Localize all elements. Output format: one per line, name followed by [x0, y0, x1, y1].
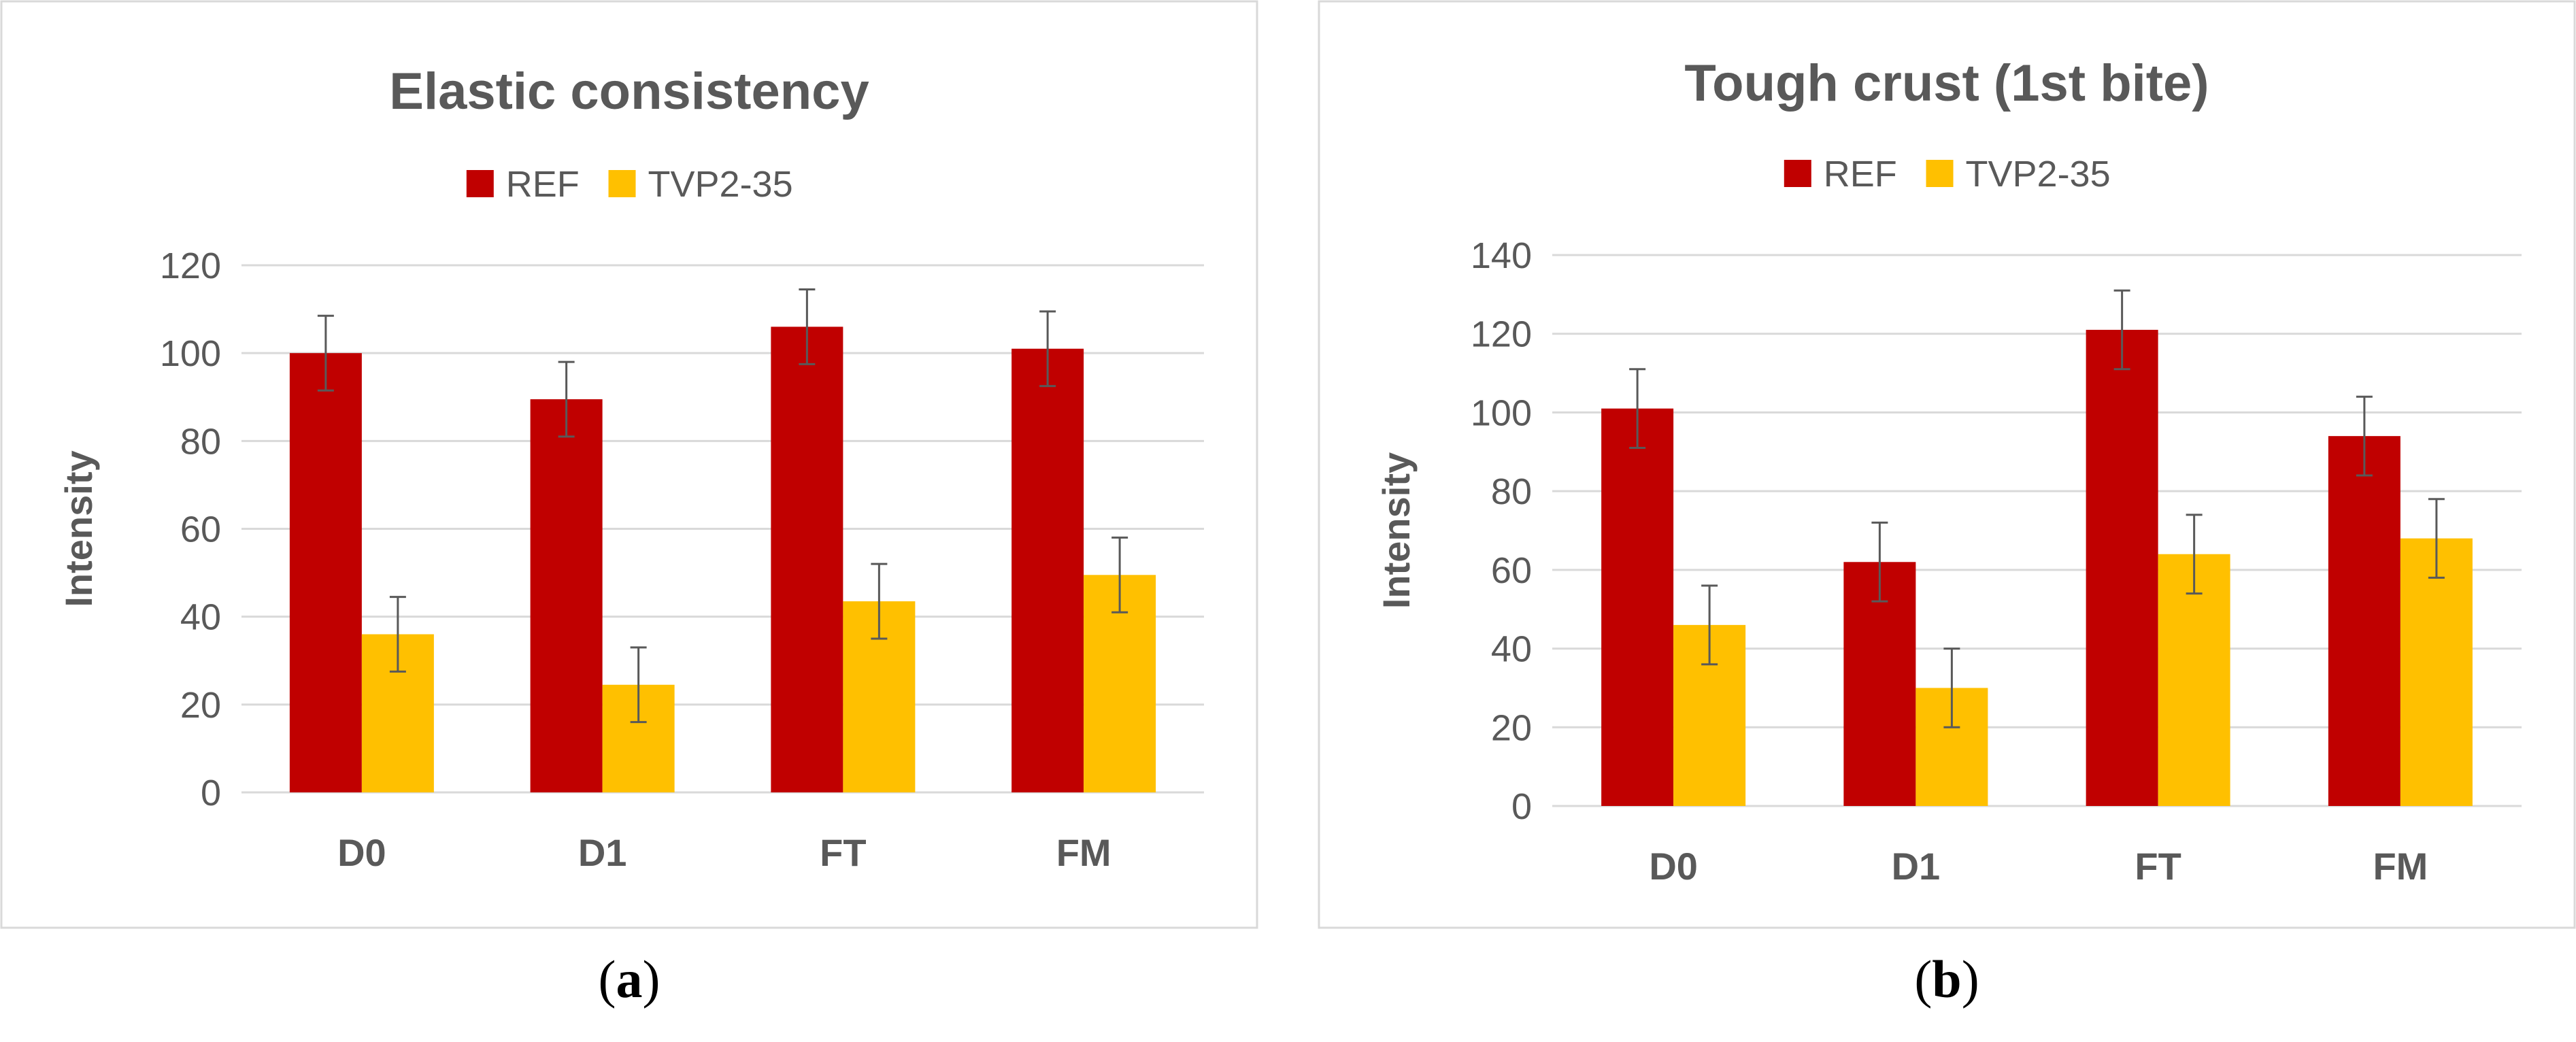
caption-b-label: b: [1932, 949, 1962, 1009]
x-tick-label-fm: FM: [2373, 845, 2428, 888]
y-axis-label: Intensity: [57, 450, 100, 607]
legend-label-tvp2-35: TVP2-35: [648, 164, 793, 205]
x-tick-label-d0: D0: [337, 831, 386, 874]
chart-a-svg: Elastic consistency REF TVP2-35 0 20 40 60 80 10…: [0, 0, 1258, 929]
legend-label-tvp2-35: TVP2-35: [1966, 154, 2111, 195]
y-tick-label: 100: [1471, 392, 1532, 433]
bar-ref-fm: [2328, 436, 2401, 806]
x-tick-label-ft: FT: [2135, 845, 2181, 888]
legend-swatch-ref: [466, 170, 494, 197]
caption-b: (b): [1914, 949, 1979, 1009]
x-tick-label-fm: FM: [1056, 831, 1111, 874]
x-tick-label-d0: D0: [1649, 845, 1698, 888]
y-tick-label: 20: [1491, 707, 1532, 748]
bar-ref-fm: [1011, 348, 1084, 792]
chart-a: Elastic consistency REF TVP2-35 0 20 40 60 80 10…: [0, 0, 1258, 929]
y-tick-label: 120: [1471, 314, 1532, 355]
x-tick-label-ft: FT: [820, 831, 866, 874]
y-tick-label: 20: [180, 685, 221, 726]
legend-label-ref: REF: [1824, 154, 1897, 195]
legend-label-ref: REF: [506, 164, 580, 205]
chart-b: Tough crust (1st bite) REF TVP2-35 0 20 40 60 8…: [1318, 0, 2576, 929]
legend-swatch-tvp2-35: [1926, 160, 1954, 187]
bar-tvp2-35-ft: [2158, 554, 2230, 806]
y-tick-label: 40: [1491, 629, 1532, 670]
x-tick-label-d1: D1: [1892, 845, 1941, 888]
legend-swatch-ref: [1784, 160, 1811, 187]
y-axis-label: Intensity: [1375, 452, 1418, 609]
x-tick-label-d1: D1: [578, 831, 627, 874]
y-tick-label: 140: [1471, 235, 1532, 276]
y-tick-label: 80: [1491, 471, 1532, 512]
y-tick-label: 80: [180, 421, 221, 462]
chart-panel-a: Elastic consistency REF TVP2-35 0 20 40 60 80 10…: [0, 0, 1258, 1042]
y-tick-label: 0: [1511, 786, 1532, 827]
bar-ref-d1: [530, 399, 603, 792]
chart-b-title: Tough crust (1st bite): [1684, 54, 2209, 112]
bar-ref-d0: [1601, 408, 1674, 806]
y-tick-label: 0: [201, 773, 221, 813]
y-tick-label: 120: [160, 246, 221, 286]
y-tick-label: 60: [180, 509, 221, 550]
chart-panel-b: Tough crust (1st bite) REF TVP2-35 0 20 40 60 8…: [1318, 0, 2576, 1042]
bar-ref-ft: [2086, 329, 2158, 806]
caption-a: (a): [598, 949, 660, 1009]
bar-ref-ft: [771, 326, 843, 793]
bar-ref-d0: [289, 353, 362, 792]
caption-a-label: a: [616, 949, 643, 1009]
y-tick-label: 60: [1491, 550, 1532, 591]
legend-swatch-tvp2-35: [608, 170, 636, 197]
bar-tvp2-35-fm: [2400, 538, 2473, 806]
y-tick-label: 100: [160, 333, 221, 374]
y-tick-label: 40: [180, 597, 221, 638]
chart-a-title: Elastic consistency: [389, 63, 869, 120]
chart-b-svg: Tough crust (1st bite) REF TVP2-35 0 20 40 60 8…: [1318, 0, 2576, 929]
bar-ref-d1: [1843, 562, 1916, 806]
